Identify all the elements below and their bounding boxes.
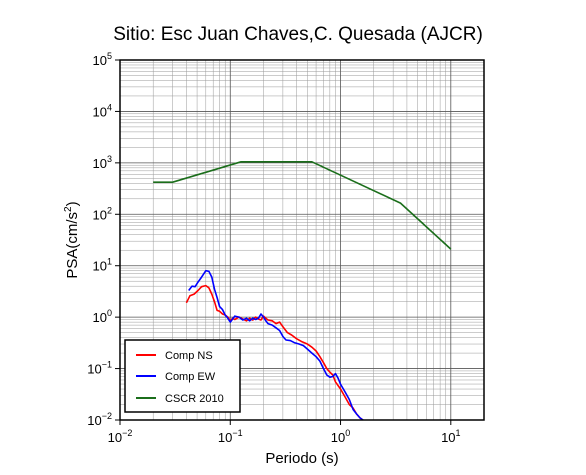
y-tick-exp: 4 <box>107 102 112 112</box>
y-axis-label-end: ) <box>64 201 81 206</box>
y-tick-label: 101 <box>93 257 112 274</box>
x-tick-label: 10−2 <box>108 428 133 445</box>
x-tick-exp: 1 <box>456 428 461 438</box>
series-line-comp-ew <box>188 269 364 421</box>
grid-minor <box>120 60 485 420</box>
y-tick-label: 103 <box>93 154 112 171</box>
x-axis-label: Periodo (s) <box>265 450 338 467</box>
y-tick-base: 10 <box>87 413 101 428</box>
legend-label-comp-ew: Comp EW <box>165 371 216 383</box>
legend-label-comp-ns: Comp NS <box>165 350 213 362</box>
legend-label-cscr-2010: CSCR 2010 <box>165 393 224 405</box>
y-axis-label-sup: 2 <box>63 206 74 212</box>
y-tick-base: 10 <box>93 207 107 222</box>
y-tick-label: 104 <box>93 102 112 119</box>
y-tick-label: 10−2 <box>87 411 112 428</box>
y-tick-base: 10 <box>93 156 107 171</box>
y-tick-label: 105 <box>93 51 112 68</box>
x-tick-base: 10 <box>441 430 455 445</box>
plot-frame <box>119 59 485 421</box>
y-tick-base: 10 <box>93 310 107 325</box>
y-tick-exp: 1 <box>107 257 112 267</box>
x-tick-label: 101 <box>441 428 460 445</box>
y-tick-base: 10 <box>93 104 107 119</box>
x-tick-exp: 0 <box>345 428 350 438</box>
y-axis-label: PSA(cm/s2) <box>63 201 81 278</box>
y-axis-label-main: PSA(cm/s <box>64 212 81 279</box>
x-tick-exp: −2 <box>122 428 132 438</box>
x-tick-base: 10 <box>218 430 232 445</box>
x-tick-base: 10 <box>108 430 122 445</box>
x-tick-label: 10−1 <box>218 428 243 445</box>
y-tick-exp: 2 <box>107 205 112 215</box>
y-tick-exp: 5 <box>107 51 112 61</box>
x-tick-exp: −1 <box>232 428 242 438</box>
y-tick-base: 10 <box>87 362 101 377</box>
chart-title: Sitio: Esc Juan Chaves,C. Quesada (AJCR) <box>113 24 483 45</box>
y-tick-exp: 3 <box>107 154 112 164</box>
y-tick-label: 100 <box>93 308 112 325</box>
y-tick-exp: −1 <box>102 360 112 370</box>
y-tick-base: 10 <box>93 259 107 274</box>
legend: Comp NS Comp EW CSCR 2010 <box>124 339 241 413</box>
y-tick-base: 10 <box>93 53 107 68</box>
series-line-comp-ns <box>185 284 364 421</box>
x-tick-base: 10 <box>331 430 345 445</box>
y-tick-label: 102 <box>93 205 112 222</box>
y-tick-exp: −2 <box>102 411 112 421</box>
series-layer <box>153 161 452 421</box>
y-tick-label: 10−1 <box>87 360 112 377</box>
x-tick-label: 100 <box>331 428 350 445</box>
y-tick-exp: 0 <box>107 308 112 318</box>
x-ticks: 10−2 10−1 100 101 <box>108 420 461 445</box>
series-line-cscr-2010 <box>153 161 452 250</box>
